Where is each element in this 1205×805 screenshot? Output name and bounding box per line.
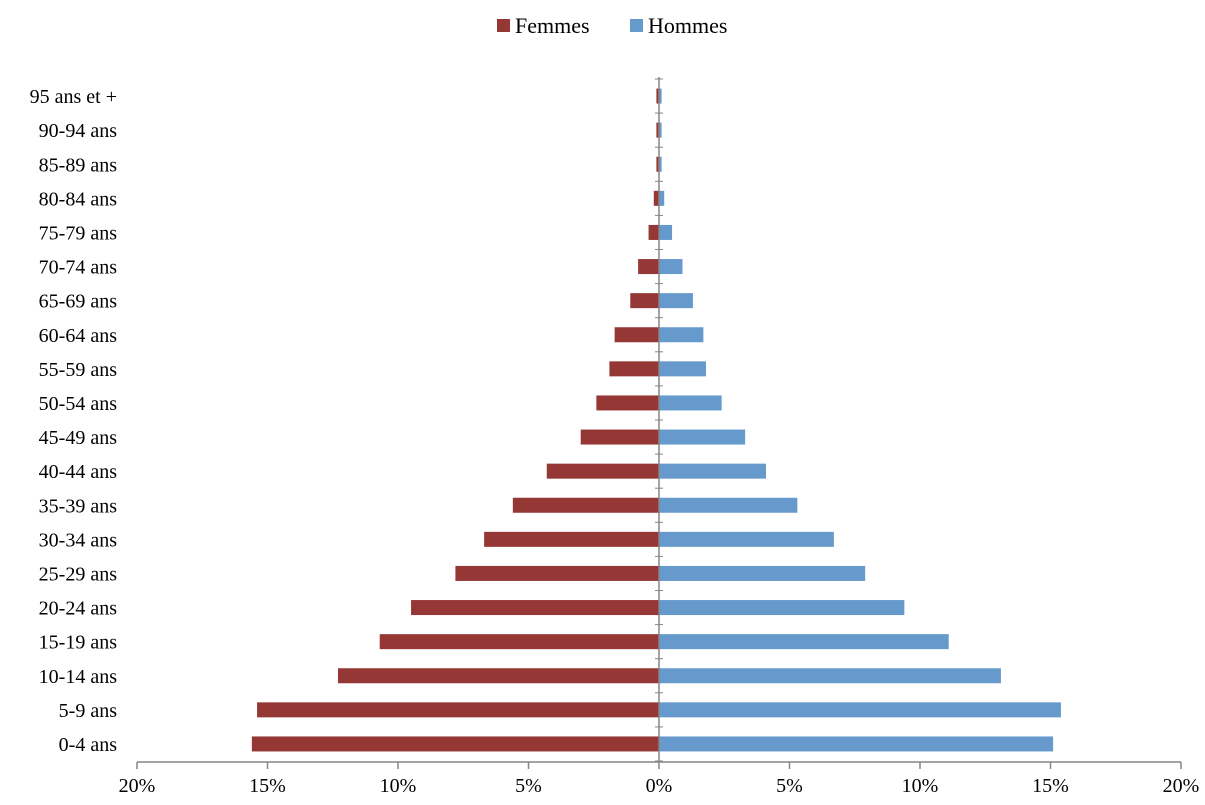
y-category-label: 90-94 ans <box>39 120 118 142</box>
legend-swatch-hommes <box>630 19 643 32</box>
bar-hommes-50-54-ans <box>659 395 722 411</box>
y-axis-labels: 0-4 ans 5-9 ans 10-14 ans 15-19 ans 20-24 an… <box>30 86 118 756</box>
bar-hommes-80-84-ans <box>659 190 665 206</box>
bar-hommes-10-14-ans <box>659 668 1001 684</box>
bar-hommes-30-34-ans <box>659 531 834 547</box>
y-category-label: 60-64 ans <box>39 325 118 347</box>
bar-hommes-55-59-ans <box>659 361 706 377</box>
bar-hommes-95-ans-et <box>659 88 662 104</box>
bar-hommes-40-44-ans <box>659 463 767 479</box>
bar-femmes-80-84-ans <box>653 190 659 206</box>
bar-femmes-40-44-ans <box>546 463 659 479</box>
bar-femmes-45-49-ans <box>580 429 659 445</box>
x-tick-label: 15% <box>1032 775 1069 797</box>
bar-hommes-90-94-ans <box>659 122 662 138</box>
y-category-label: 95 ans et + <box>30 86 117 108</box>
y-category-label: 25-29 ans <box>39 563 118 585</box>
bar-femmes-95-ans-et <box>656 88 659 104</box>
x-tick-label: 20% <box>119 775 156 797</box>
bar-hommes-65-69-ans <box>659 293 693 309</box>
bar-hommes-20-24-ans <box>659 600 905 616</box>
bar-hommes-15-19-ans <box>659 634 949 650</box>
y-category-label: 45-49 ans <box>39 427 118 449</box>
bar-hommes-70-74-ans <box>659 259 683 275</box>
y-category-label: 85-89 ans <box>39 154 118 176</box>
x-tick-label: 0% <box>646 775 673 797</box>
bar-hommes-5-9-ans <box>659 702 1061 718</box>
bar-femmes-25-29-ans <box>455 565 659 581</box>
x-tick-label: 20% <box>1163 775 1200 797</box>
x-tick-label: 15% <box>249 775 286 797</box>
y-category-label: 5-9 ans <box>59 700 118 722</box>
bar-femmes-55-59-ans <box>609 361 659 377</box>
bar-femmes-30-34-ans <box>484 531 659 547</box>
y-category-label: 65-69 ans <box>39 291 118 313</box>
bar-hommes-45-49-ans <box>659 429 746 445</box>
bar-hommes-75-79-ans <box>659 224 673 240</box>
axes <box>136 77 1182 769</box>
y-category-label: 75-79 ans <box>39 222 118 244</box>
legend-swatch-femmes <box>497 19 510 32</box>
y-category-label: 30-34 ans <box>39 529 118 551</box>
y-category-label: 70-74 ans <box>39 257 118 279</box>
x-tick-label: 10% <box>902 775 939 797</box>
bar-femmes-85-89-ans <box>656 156 659 172</box>
bar-hommes-0-4-ans <box>659 736 1054 752</box>
bar-femmes-35-39-ans <box>512 497 659 513</box>
y-category-label: 55-59 ans <box>39 359 118 381</box>
legend: Femmes Hommes <box>497 13 727 38</box>
bar-femmes-65-69-ans <box>630 293 659 309</box>
bar-femmes-90-94-ans <box>656 122 659 138</box>
bar-femmes-60-64-ans <box>614 327 659 343</box>
bar-hommes-35-39-ans <box>659 497 798 513</box>
x-tick-label: 10% <box>380 775 417 797</box>
x-tick-label: 5% <box>515 775 542 797</box>
bar-femmes-75-79-ans <box>648 224 659 240</box>
y-category-label: 20-24 ans <box>39 598 118 620</box>
y-category-label: 35-39 ans <box>39 495 118 517</box>
x-axis-labels: 20% 15% 10% 5% 0% 5% 10% 15% 20% <box>119 775 1200 797</box>
bar-femmes-70-74-ans <box>638 259 659 275</box>
x-tick-label: 5% <box>776 775 803 797</box>
y-category-label: 15-19 ans <box>39 632 118 654</box>
y-category-label: 0-4 ans <box>59 734 118 756</box>
bar-femmes-50-54-ans <box>596 395 659 411</box>
y-category-label: 10-14 ans <box>39 666 118 688</box>
bar-femmes-15-19-ans <box>379 634 659 650</box>
bar-hommes-60-64-ans <box>659 327 704 343</box>
y-category-label: 40-44 ans <box>39 461 118 483</box>
bar-hommes-25-29-ans <box>659 565 866 581</box>
bar-femmes-0-4-ans <box>251 736 659 752</box>
y-category-label: 80-84 ans <box>39 188 118 210</box>
bar-femmes-20-24-ans <box>411 600 659 616</box>
legend-label-femmes: Femmes <box>515 13 590 38</box>
y-category-label: 50-54 ans <box>39 393 118 415</box>
bar-femmes-5-9-ans <box>257 702 659 718</box>
legend-label-hommes: Hommes <box>648 13 727 38</box>
bars <box>251 88 1061 752</box>
bar-femmes-10-14-ans <box>337 668 659 684</box>
bar-hommes-85-89-ans <box>659 156 662 172</box>
